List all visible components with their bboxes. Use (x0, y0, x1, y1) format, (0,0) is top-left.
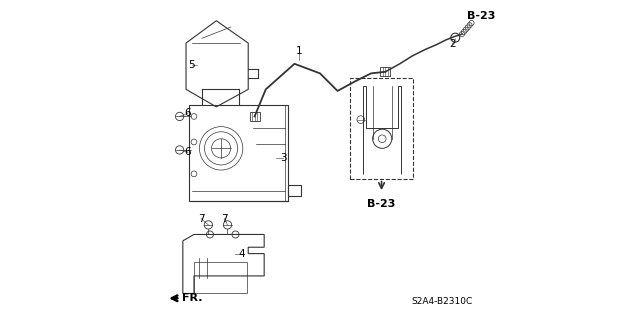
Text: FR.: FR. (182, 293, 203, 303)
Text: 6: 6 (184, 147, 191, 158)
Text: B-23: B-23 (367, 199, 396, 209)
Text: 1: 1 (296, 46, 303, 56)
Bar (350, 78, 413, 179)
Text: 6: 6 (184, 108, 191, 118)
Text: S2A4-B2310C: S2A4-B2310C (412, 297, 473, 306)
Bar (194, 262, 246, 293)
Bar (250, 112, 260, 121)
Text: B-23: B-23 (467, 11, 495, 21)
Text: 4: 4 (239, 249, 245, 259)
Text: 7: 7 (198, 213, 204, 224)
Text: 5: 5 (188, 60, 195, 70)
Bar (189, 105, 288, 201)
Bar (380, 67, 390, 76)
Text: 7: 7 (221, 213, 228, 224)
Text: 2: 2 (449, 39, 456, 49)
Text: 3: 3 (280, 153, 287, 163)
